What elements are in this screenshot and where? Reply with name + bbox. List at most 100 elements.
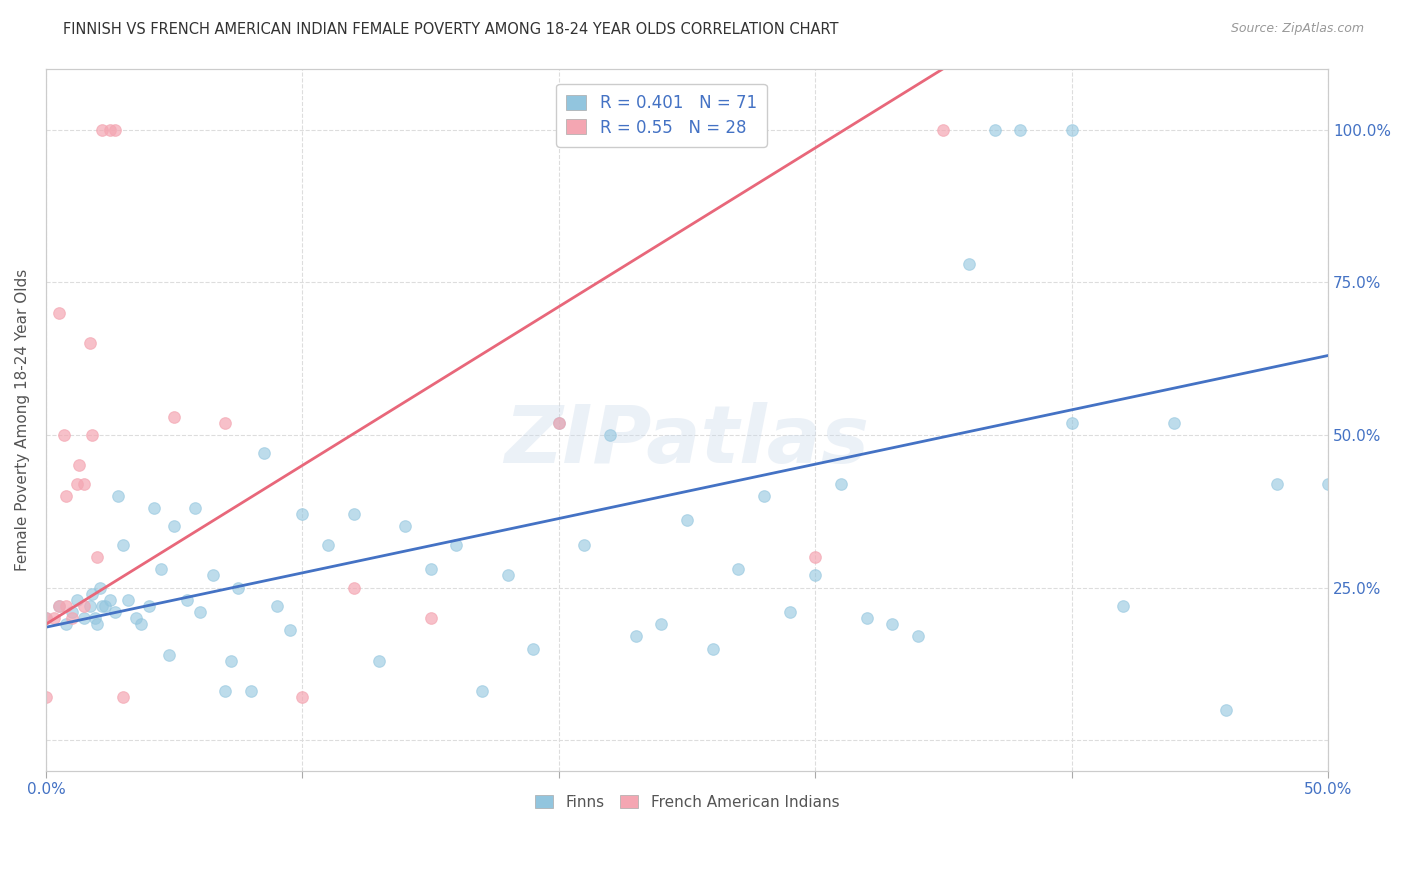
Point — [368, 654, 391, 668]
Point — [67, 458, 90, 473]
Point — [142, 501, 165, 516]
Point — [752, 489, 775, 503]
Point — [79, 336, 101, 351]
Point — [73, 599, 96, 613]
Point — [855, 611, 877, 625]
Point — [957, 257, 980, 271]
Point — [66, 592, 89, 607]
Point — [129, 617, 152, 632]
Point — [1060, 122, 1083, 136]
Point — [188, 605, 211, 619]
Point — [60, 605, 83, 619]
Point — [226, 581, 249, 595]
Point — [73, 476, 96, 491]
Point — [471, 684, 494, 698]
Point — [907, 629, 929, 643]
Point — [55, 599, 77, 613]
Point — [60, 611, 83, 625]
Point — [35, 611, 58, 625]
Point — [291, 508, 314, 522]
Point — [214, 684, 236, 698]
Point — [86, 617, 108, 632]
Point — [104, 122, 127, 136]
Point — [201, 568, 224, 582]
Point — [574, 538, 596, 552]
Point — [727, 562, 749, 576]
Point — [599, 428, 621, 442]
Point — [676, 513, 699, 527]
Point — [882, 617, 904, 632]
Point — [496, 568, 519, 582]
Point — [48, 599, 70, 613]
Point — [111, 690, 134, 705]
Point — [42, 611, 65, 625]
Point — [91, 122, 114, 136]
Point — [804, 549, 827, 564]
Point — [107, 489, 129, 503]
Point — [419, 562, 441, 576]
Point — [547, 416, 569, 430]
Point — [1317, 476, 1340, 491]
Point — [219, 654, 242, 668]
Point — [1060, 416, 1083, 430]
Y-axis label: Female Poverty Among 18-24 Year Olds: Female Poverty Among 18-24 Year Olds — [15, 268, 30, 571]
Point — [1265, 476, 1288, 491]
Point — [117, 592, 139, 607]
Point — [804, 568, 827, 582]
Point — [83, 611, 105, 625]
Point — [89, 581, 111, 595]
Point — [94, 599, 117, 613]
Point — [522, 641, 544, 656]
Point — [1010, 122, 1032, 136]
Point — [419, 611, 441, 625]
Point — [343, 508, 366, 522]
Point — [316, 538, 339, 552]
Point — [253, 446, 276, 460]
Legend: Finns, French American Indians: Finns, French American Indians — [529, 789, 845, 815]
Point — [163, 519, 186, 533]
Point — [35, 611, 58, 625]
Point — [150, 562, 173, 576]
Point — [1215, 703, 1237, 717]
Point — [446, 538, 468, 552]
Point — [82, 586, 104, 600]
Point — [1163, 416, 1185, 430]
Point — [830, 476, 852, 491]
Point — [291, 690, 314, 705]
Point — [394, 519, 416, 533]
Point — [1112, 599, 1135, 613]
Point — [624, 629, 647, 643]
Point — [86, 549, 108, 564]
Point — [79, 599, 101, 613]
Point — [343, 581, 366, 595]
Point — [55, 489, 77, 503]
Point — [104, 605, 127, 619]
Text: FINNISH VS FRENCH AMERICAN INDIAN FEMALE POVERTY AMONG 18-24 YEAR OLDS CORRELATI: FINNISH VS FRENCH AMERICAN INDIAN FEMALE… — [63, 22, 839, 37]
Point — [98, 592, 121, 607]
Point — [214, 416, 236, 430]
Point — [650, 617, 672, 632]
Point — [55, 617, 77, 632]
Point — [48, 599, 70, 613]
Point — [779, 605, 801, 619]
Point — [52, 428, 75, 442]
Point — [932, 122, 955, 136]
Point — [82, 428, 104, 442]
Point — [66, 476, 89, 491]
Point — [91, 599, 114, 613]
Point — [278, 624, 301, 638]
Point — [547, 416, 569, 430]
Point — [35, 690, 58, 705]
Point — [157, 648, 180, 662]
Point — [48, 306, 70, 320]
Point — [138, 599, 160, 613]
Point — [125, 611, 148, 625]
Point — [98, 122, 121, 136]
Point — [163, 409, 186, 424]
Point — [183, 501, 205, 516]
Point — [984, 122, 1007, 136]
Point — [176, 592, 198, 607]
Point — [266, 599, 288, 613]
Text: ZIPatlas: ZIPatlas — [505, 401, 869, 480]
Point — [111, 538, 134, 552]
